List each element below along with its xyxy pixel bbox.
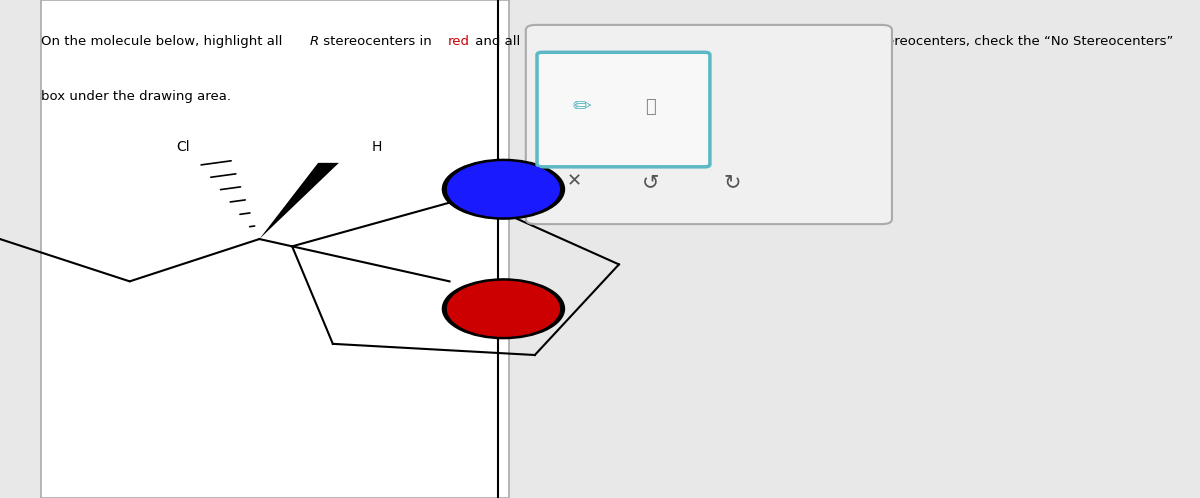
Text: blue: blue [667, 35, 700, 48]
Text: . If it doesn’t contain any stereocenters, check the “No Stereocenters”: . If it doesn’t contain any stereocenter… [703, 35, 1174, 48]
Text: R: R [310, 35, 318, 48]
Text: box under the drawing area.: box under the drawing area. [41, 90, 230, 103]
FancyBboxPatch shape [41, 0, 509, 498]
Text: and all: and all [472, 35, 524, 48]
Text: red: red [448, 35, 469, 48]
Text: ⬜: ⬜ [646, 98, 656, 116]
Text: On the molecule below, highlight all: On the molecule below, highlight all [41, 35, 287, 48]
Text: ✕: ✕ [568, 173, 582, 191]
FancyBboxPatch shape [538, 52, 710, 167]
Text: H: H [372, 140, 382, 154]
Text: ✏: ✏ [572, 97, 592, 117]
Circle shape [448, 162, 559, 217]
FancyBboxPatch shape [526, 25, 892, 224]
Circle shape [443, 159, 564, 219]
Text: ↺: ↺ [642, 172, 660, 192]
Circle shape [443, 279, 564, 339]
Text: stereocenters in: stereocenters in [539, 35, 656, 48]
Text: Cl: Cl [176, 140, 190, 154]
Circle shape [448, 281, 559, 336]
Polygon shape [259, 163, 338, 239]
Text: ↻: ↻ [724, 172, 742, 192]
Text: S: S [530, 35, 539, 48]
Text: stereocenters in: stereocenters in [319, 35, 437, 48]
